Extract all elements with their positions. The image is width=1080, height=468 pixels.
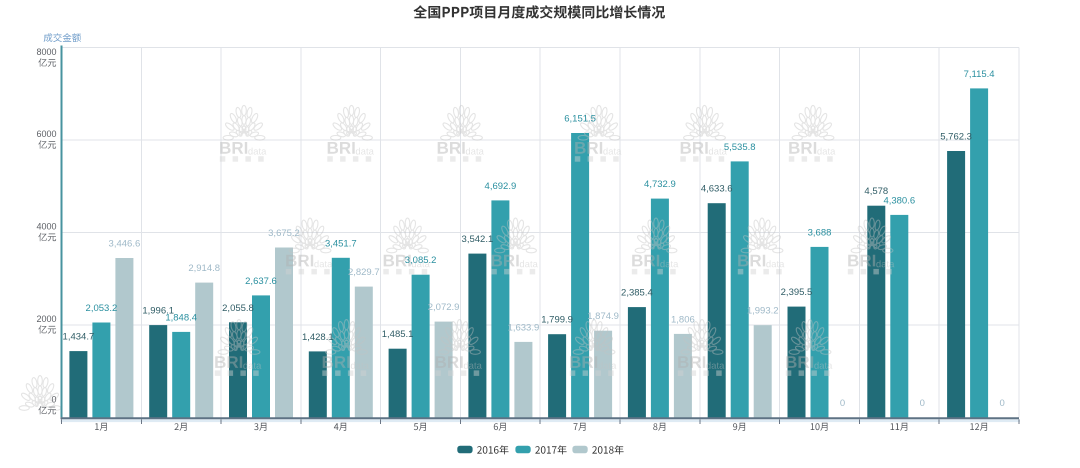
- svg-text:0: 0: [840, 398, 845, 409]
- svg-text:1,996.1: 1,996.1: [142, 306, 174, 317]
- svg-text:0: 0: [51, 395, 56, 405]
- svg-text:4,380.6: 4,380.6: [883, 195, 915, 206]
- svg-text:6000: 6000: [36, 129, 56, 139]
- svg-text:0: 0: [920, 398, 925, 409]
- svg-text:3,451.7: 3,451.7: [325, 238, 357, 249]
- svg-text:0: 0: [999, 398, 1004, 409]
- svg-text:2,385.4: 2,385.4: [621, 288, 653, 299]
- svg-text:2,914.8: 2,914.8: [188, 263, 220, 274]
- svg-text:3,675.2: 3,675.2: [268, 228, 300, 239]
- svg-text:1,485.1: 1,485.1: [382, 329, 414, 340]
- svg-text:7,115.4: 7,115.4: [964, 69, 995, 80]
- svg-text:4,692.9: 4,692.9: [485, 181, 517, 192]
- svg-text:3,688: 3,688: [808, 227, 832, 238]
- svg-text:1,806: 1,806: [671, 314, 695, 325]
- svg-text:4,578: 4,578: [864, 186, 888, 197]
- svg-text:1,428.1: 1,428.1: [302, 332, 334, 343]
- svg-text:1,799.9: 1,799.9: [541, 315, 573, 326]
- svg-text:3,542.1: 3,542.1: [462, 234, 494, 245]
- svg-text:1,848.4: 1,848.4: [165, 312, 197, 323]
- svg-text:8000: 8000: [36, 47, 56, 57]
- svg-text:2000: 2000: [36, 314, 56, 324]
- svg-text:5,535.8: 5,535.8: [724, 142, 756, 153]
- svg-text:4,633.6: 4,633.6: [701, 184, 733, 195]
- svg-text:1,874.9: 1,874.9: [587, 311, 619, 322]
- svg-text:1,993.2: 1,993.2: [747, 306, 779, 317]
- svg-text:3,085.2: 3,085.2: [405, 255, 437, 266]
- svg-text:2,053.2: 2,053.2: [86, 303, 118, 314]
- svg-text:5,762.3: 5,762.3: [940, 132, 972, 143]
- svg-text:6,151.5: 6,151.5: [564, 114, 596, 125]
- svg-text:2,072.9: 2,072.9: [428, 302, 460, 313]
- svg-text:4,732.9: 4,732.9: [644, 179, 676, 190]
- svg-text:1,633.9: 1,633.9: [508, 322, 540, 333]
- svg-text:2,829.7: 2,829.7: [348, 267, 380, 278]
- svg-text:2,055.8: 2,055.8: [222, 303, 254, 314]
- svg-text:2,395.5: 2,395.5: [781, 287, 813, 298]
- svg-text:2,637.6: 2,637.6: [245, 276, 277, 287]
- svg-text:4000: 4000: [36, 222, 56, 232]
- svg-text:1,434.7: 1,434.7: [63, 332, 95, 343]
- svg-text:3,446.6: 3,446.6: [109, 239, 141, 250]
